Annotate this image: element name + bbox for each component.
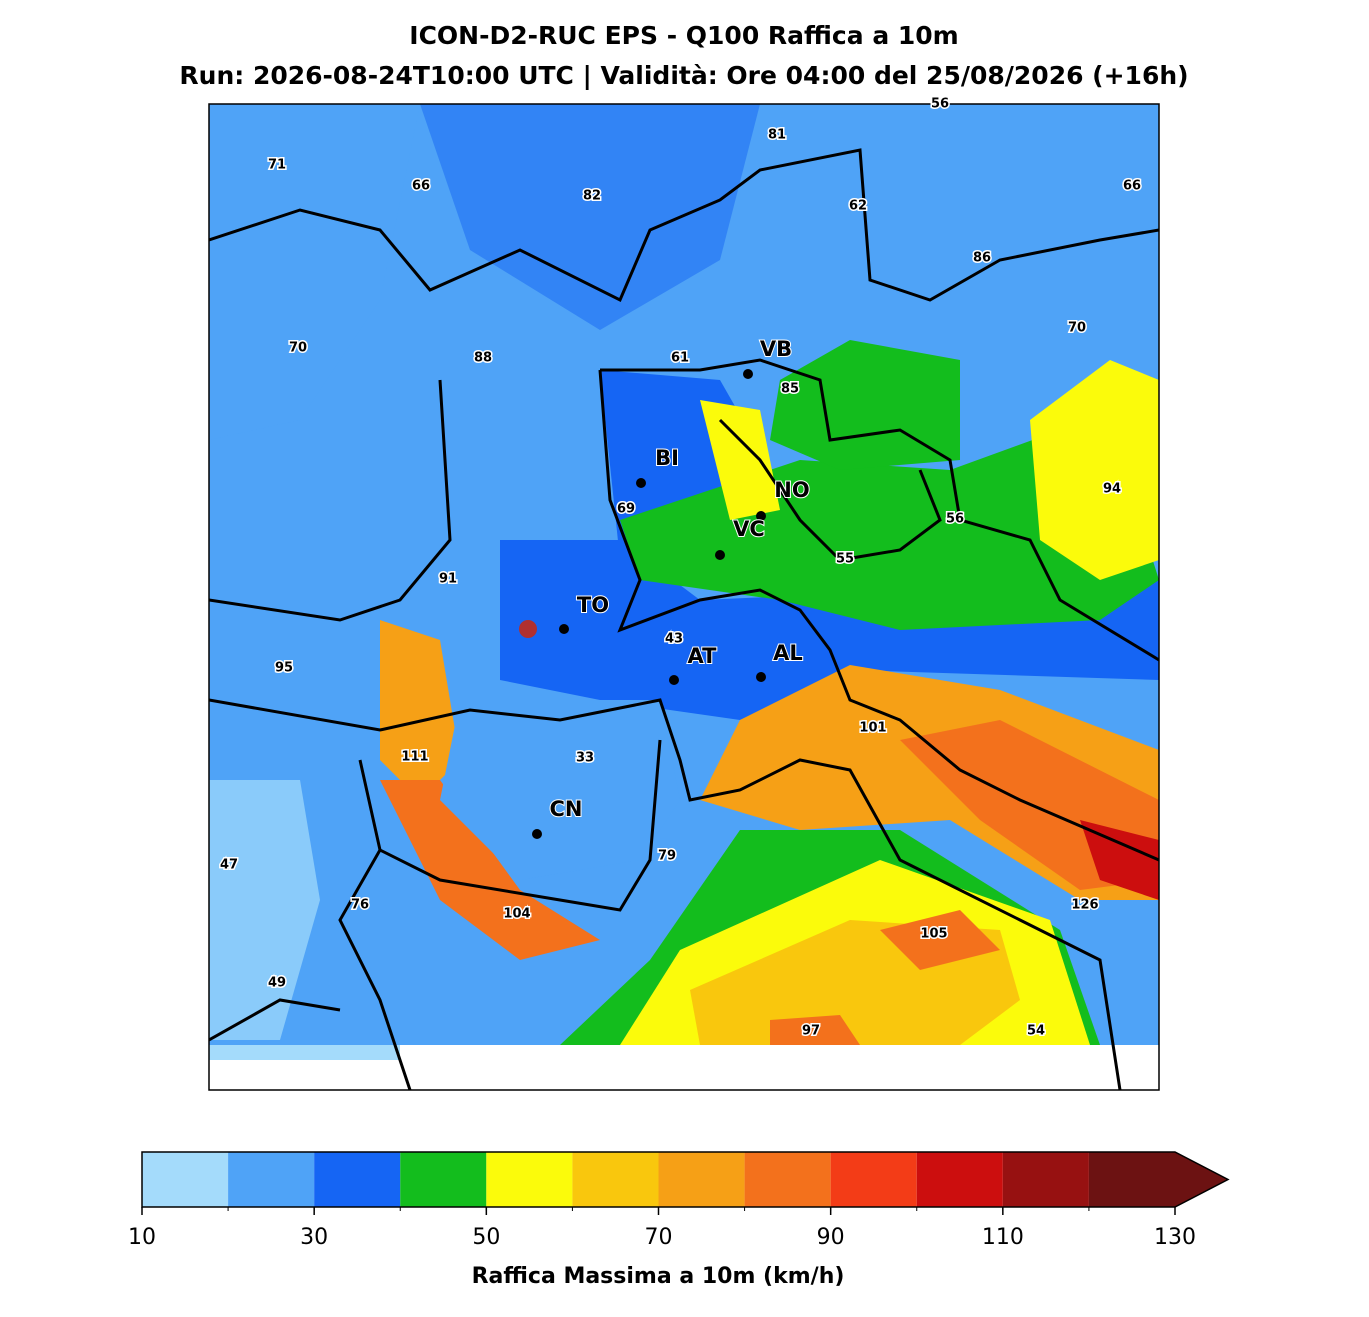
- location-marker: [519, 620, 537, 638]
- city-label: VC: [733, 517, 765, 541]
- city-label: AT: [688, 644, 718, 668]
- value-label: 85: [781, 382, 799, 397]
- borders: [209, 148, 1159, 1090]
- colorbar-segment: [916, 1152, 1003, 1207]
- city-label: CN: [550, 797, 583, 821]
- city-label: BI: [655, 446, 679, 470]
- city-dot: [715, 550, 725, 560]
- value-label: 91: [439, 572, 457, 587]
- value-label: 81: [768, 128, 786, 143]
- value-labels: 56 81 71 66 66 82 62 86 70 70 88 61 85 94 56 69 55 91 43 95…: [218, 95, 1142, 1040]
- value-label: 95: [275, 661, 293, 676]
- city-label: AL: [773, 641, 803, 665]
- value-label: 111: [401, 750, 428, 765]
- map-field: [209, 104, 1159, 1090]
- city-dot: [669, 675, 679, 685]
- colorbar-tick-label: 90: [817, 1225, 845, 1250]
- subtitle: Run: 2026-08-24T10:00 UTC | Validità: Or…: [179, 61, 1188, 90]
- value-label: 33: [576, 751, 594, 766]
- city-label: VB: [760, 337, 792, 361]
- value-label: 54: [1027, 1024, 1045, 1039]
- value-label: 43: [665, 632, 683, 647]
- value-label: 76: [351, 898, 369, 913]
- colorbar-segment: [572, 1152, 659, 1207]
- value-label: 104: [503, 907, 530, 922]
- cities: VB BI NO VC TO AT AL CN: [532, 336, 811, 839]
- colorbar: 10 30 50 70 90 110 130: [128, 1151, 1230, 1250]
- colorbar-tick-label: 110: [982, 1225, 1024, 1250]
- value-label: 56: [931, 97, 949, 112]
- colorbar-outline: [141, 1151, 1230, 1208]
- value-label: 88: [474, 351, 492, 366]
- colorbar-tick-label: 130: [1154, 1225, 1196, 1250]
- value-label: 55: [836, 552, 854, 567]
- colorbar-segment: [658, 1152, 745, 1207]
- value-label: 94: [1103, 482, 1121, 497]
- colorbar-tick-label: 50: [472, 1225, 500, 1250]
- colorbar-tick-label: 70: [645, 1225, 673, 1250]
- value-label: 71: [268, 158, 286, 173]
- value-label: 105: [920, 927, 947, 942]
- title: ICON-D2-RUC EPS - Q100 Raffica a 10m: [409, 21, 958, 50]
- value-label: 56: [946, 512, 964, 527]
- colorbar-tick-label: 30: [300, 1225, 328, 1250]
- colorbar-segment: [142, 1152, 229, 1207]
- colorbar-segment: [486, 1152, 573, 1207]
- city-dot: [559, 624, 569, 634]
- value-label: 97: [802, 1024, 820, 1039]
- city-dot: [756, 511, 766, 521]
- value-label: 86: [973, 251, 991, 266]
- city-dot: [756, 672, 766, 682]
- city-dot: [636, 478, 646, 488]
- colorbar-segment: [830, 1152, 917, 1207]
- value-label: 70: [289, 341, 307, 356]
- value-label: 62: [849, 199, 867, 214]
- city-label: TO: [577, 593, 609, 617]
- colorbar-tick-label: 10: [128, 1225, 156, 1250]
- value-label: 69: [617, 502, 635, 517]
- colorbar-segment: [400, 1152, 487, 1207]
- city-dot: [743, 369, 753, 379]
- value-label: 66: [412, 179, 430, 194]
- value-label: 82: [583, 189, 601, 204]
- map-frame: [208, 103, 1160, 1091]
- value-label: 47: [220, 858, 238, 873]
- colorbar-extend: [1175, 1152, 1228, 1207]
- value-label: 61: [671, 351, 689, 366]
- colorbar-segment: [228, 1152, 315, 1207]
- value-label: 79: [658, 849, 676, 864]
- value-label: 101: [859, 721, 886, 736]
- city-dot: [532, 829, 542, 839]
- value-label: 126: [1071, 898, 1098, 913]
- colorbar-label: Raffica Massima a 10m (km/h): [472, 1264, 845, 1289]
- city-label: NO: [774, 478, 809, 502]
- value-label: 66: [1123, 179, 1141, 194]
- colorbar-segment: [314, 1152, 401, 1207]
- colorbar-segment: [1088, 1152, 1175, 1207]
- value-label: 70: [1068, 321, 1086, 336]
- colorbar-segment: [1002, 1152, 1089, 1207]
- colorbar-segment: [744, 1152, 831, 1207]
- value-label: 49: [268, 976, 286, 991]
